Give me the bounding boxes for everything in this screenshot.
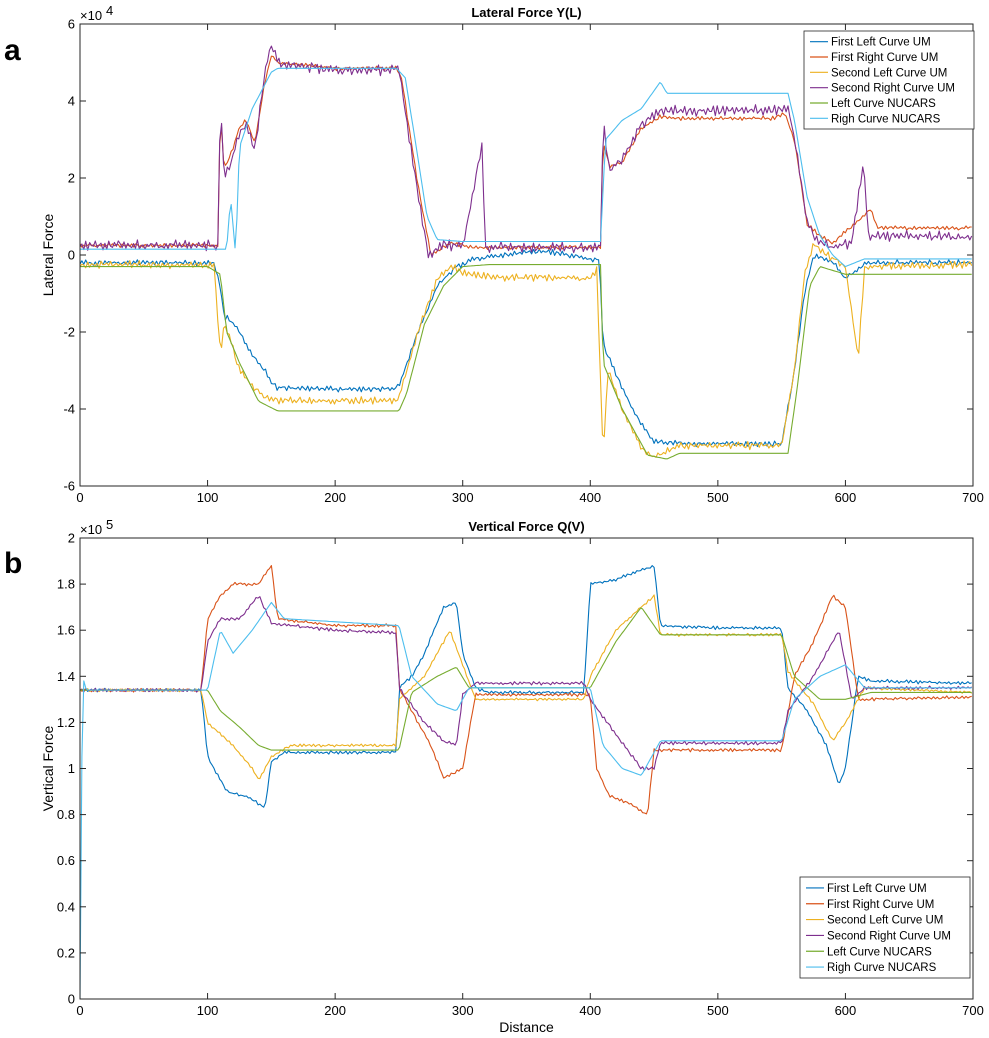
chart-title: Vertical Force Q(V) [468, 519, 584, 534]
panel-letter: a [4, 34, 21, 67]
series-line [80, 601, 972, 999]
y-tick-label: 1 [68, 761, 75, 776]
x-tick-label: 600 [835, 1003, 857, 1018]
x-tick-label: 400 [579, 490, 601, 505]
x-tick-label: 700 [962, 1003, 984, 1018]
chart-panel-a: a Lateral Force Y(L) 0 100 200 300 400 500 600 70… [4, 3, 984, 505]
y-axis-multiplier: ×10 [80, 8, 102, 23]
chart-panel-b: b Vertical Force Q(V) 0 100 200 300 400 500 600 7… [4, 517, 984, 1035]
legend-entry: Second Left Curve UM [831, 67, 947, 79]
x-tick-label: 300 [452, 490, 474, 505]
legend-entry: First Right Curve UM [827, 899, 934, 911]
y-tick-label: 0.4 [57, 899, 75, 914]
x-tick-label: 100 [197, 490, 219, 505]
legend-entry: Second Right Curve UM [827, 930, 951, 942]
y-axis-label: Vertical Force [40, 725, 56, 811]
series-line [80, 55, 972, 256]
x-tick-label: 600 [835, 490, 857, 505]
x-tick-label: 500 [707, 490, 729, 505]
series-line [80, 45, 973, 259]
y-tick-label: 0 [68, 248, 75, 263]
x-tick-label: 0 [76, 1003, 83, 1018]
legend: First Left Curve UM First Right Curve UM S… [803, 30, 975, 130]
y-tick-label: -6 [63, 479, 75, 494]
legend-box [803, 30, 975, 130]
x-tick-label: 100 [197, 1003, 219, 1018]
legend-entry: First Left Curve UM [831, 37, 931, 49]
chart-title: Lateral Force Y(L) [471, 5, 581, 20]
y-tick-label: 1.4 [57, 669, 75, 684]
series-line [80, 594, 973, 780]
series-line [80, 264, 972, 460]
series-line [80, 67, 972, 268]
y-tick-label: 6 [68, 17, 75, 32]
y-tick-label: 2 [68, 531, 75, 546]
y-axis-multiplier: ×10 [80, 522, 102, 537]
y-tick-label: 2 [68, 171, 75, 186]
x-tick-label: 300 [452, 1003, 474, 1018]
legend-entry: Second Left Curve UM [827, 915, 943, 927]
x-axis-label: Distance [499, 1019, 554, 1035]
legend-entry: First Right Curve UM [831, 52, 938, 64]
y-tick-label: 0 [68, 992, 75, 1007]
x-tick-label: 0 [76, 490, 83, 505]
legend-entry: Righ Curve NUCARS [831, 113, 941, 125]
legend-entry: Left Curve NUCARS [827, 946, 932, 958]
series-line [80, 248, 972, 448]
series-group [80, 45, 973, 460]
x-tick-label: 500 [707, 1003, 729, 1018]
legend-entry: First Left Curve UM [827, 883, 927, 895]
y-tick-label: 1.8 [57, 577, 75, 592]
y-tick-label: -2 [63, 325, 75, 340]
series-line [80, 243, 973, 458]
legend: First Left Curve UM First Right Curve UM S… [799, 876, 971, 979]
legend-entry: Righ Curve NUCARS [827, 962, 937, 974]
x-tick-label: 200 [324, 1003, 346, 1018]
legend-box [799, 876, 971, 979]
series-line [80, 565, 972, 815]
y-tick-label: 1.6 [57, 623, 75, 638]
series-line [80, 565, 972, 808]
series-group [80, 565, 973, 999]
y-tick-label: 0.6 [57, 853, 75, 868]
x-tick-label: 200 [324, 490, 346, 505]
y-tick-label: 4 [68, 94, 75, 109]
x-tick-label: 700 [962, 490, 984, 505]
panel-letter: b [4, 547, 22, 580]
y-axis-label: Lateral Force [40, 214, 56, 297]
y-axis-multiplier-exponent: 4 [106, 3, 113, 18]
series-line [80, 596, 972, 771]
x-tick-label: 400 [579, 1003, 601, 1018]
y-tick-label: 0.8 [57, 807, 75, 822]
y-tick-label: -4 [63, 402, 75, 417]
y-tick-label: 0.2 [57, 945, 75, 960]
legend-entry: Left Curve NUCARS [831, 98, 936, 110]
y-axis-multiplier-exponent: 5 [106, 517, 113, 532]
legend-entry: Second Right Curve UM [831, 83, 955, 95]
y-tick-label: 1.2 [57, 715, 75, 730]
